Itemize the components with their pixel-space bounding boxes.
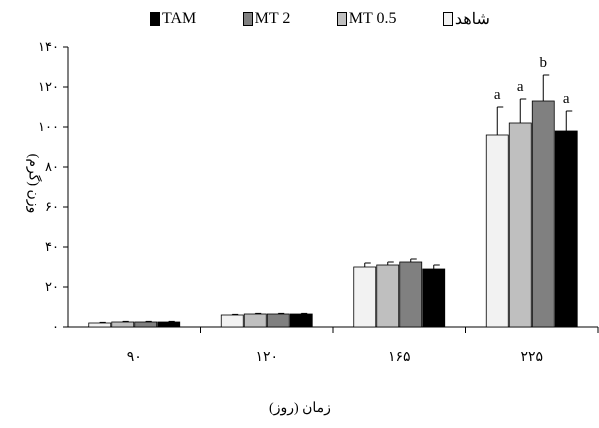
bar [399, 261, 423, 328]
bar [134, 321, 158, 328]
significance-label: b [540, 55, 548, 71]
bar [266, 313, 290, 328]
legend-label-mt2: MT 2 [254, 10, 291, 27]
legend-item-control: شاهد [442, 9, 490, 29]
y-tick-label: ۸۰ [45, 160, 59, 175]
y-tick-label: ۰ [52, 320, 59, 335]
y-tick-label: ۶۰ [45, 200, 59, 215]
legend-item-mt05: MT 0.5 [336, 10, 397, 28]
legend-swatch-mt2 [242, 12, 253, 26]
bar [508, 122, 532, 328]
y-tick-label: ۱۰۰ [38, 120, 59, 135]
significance-label: a [563, 91, 570, 107]
x-tick-label: ۱۲۰ [255, 349, 278, 365]
legend: شاهد MT 0.5 MT 2 TAM [150, 8, 490, 30]
legend-item-mt2: MT 2 [242, 10, 291, 28]
legend-item-tam: TAM [150, 10, 196, 28]
bar [554, 130, 578, 328]
bar [289, 313, 313, 328]
y-tick-label: ۱۲۰ [38, 80, 59, 95]
bar [376, 264, 400, 328]
y-tick-label: ۱۴۰ [38, 40, 59, 55]
legend-label-tam: TAM [162, 10, 197, 27]
bar [353, 266, 377, 328]
bar [111, 321, 135, 328]
significance-label: a [494, 87, 501, 103]
x-tick-label: ۱۶۵ [388, 349, 411, 365]
y-axis-label: وزن (گرم) [25, 153, 41, 214]
bar [157, 321, 181, 328]
legend-swatch-mt05 [336, 12, 347, 26]
bar [485, 134, 509, 328]
y-tick-label: ۴۰ [45, 240, 59, 255]
legend-label-mt05: MT 0.5 [348, 10, 397, 27]
bar [88, 322, 112, 328]
x-tick-label: ۲۲۵ [520, 349, 543, 365]
y-tick-label: ۲۰ [45, 280, 59, 295]
x-tick-label: ۹۰ [127, 349, 142, 365]
legend-swatch-control [442, 12, 453, 26]
significance-label: a [517, 79, 524, 95]
legend-label-control: شاهد [454, 11, 490, 28]
x-axis-label: زمان (روز) [269, 401, 331, 416]
bar [422, 268, 446, 328]
legend-swatch-tam [150, 12, 160, 26]
bar [531, 100, 555, 328]
bar [243, 313, 267, 328]
bar [220, 314, 244, 328]
